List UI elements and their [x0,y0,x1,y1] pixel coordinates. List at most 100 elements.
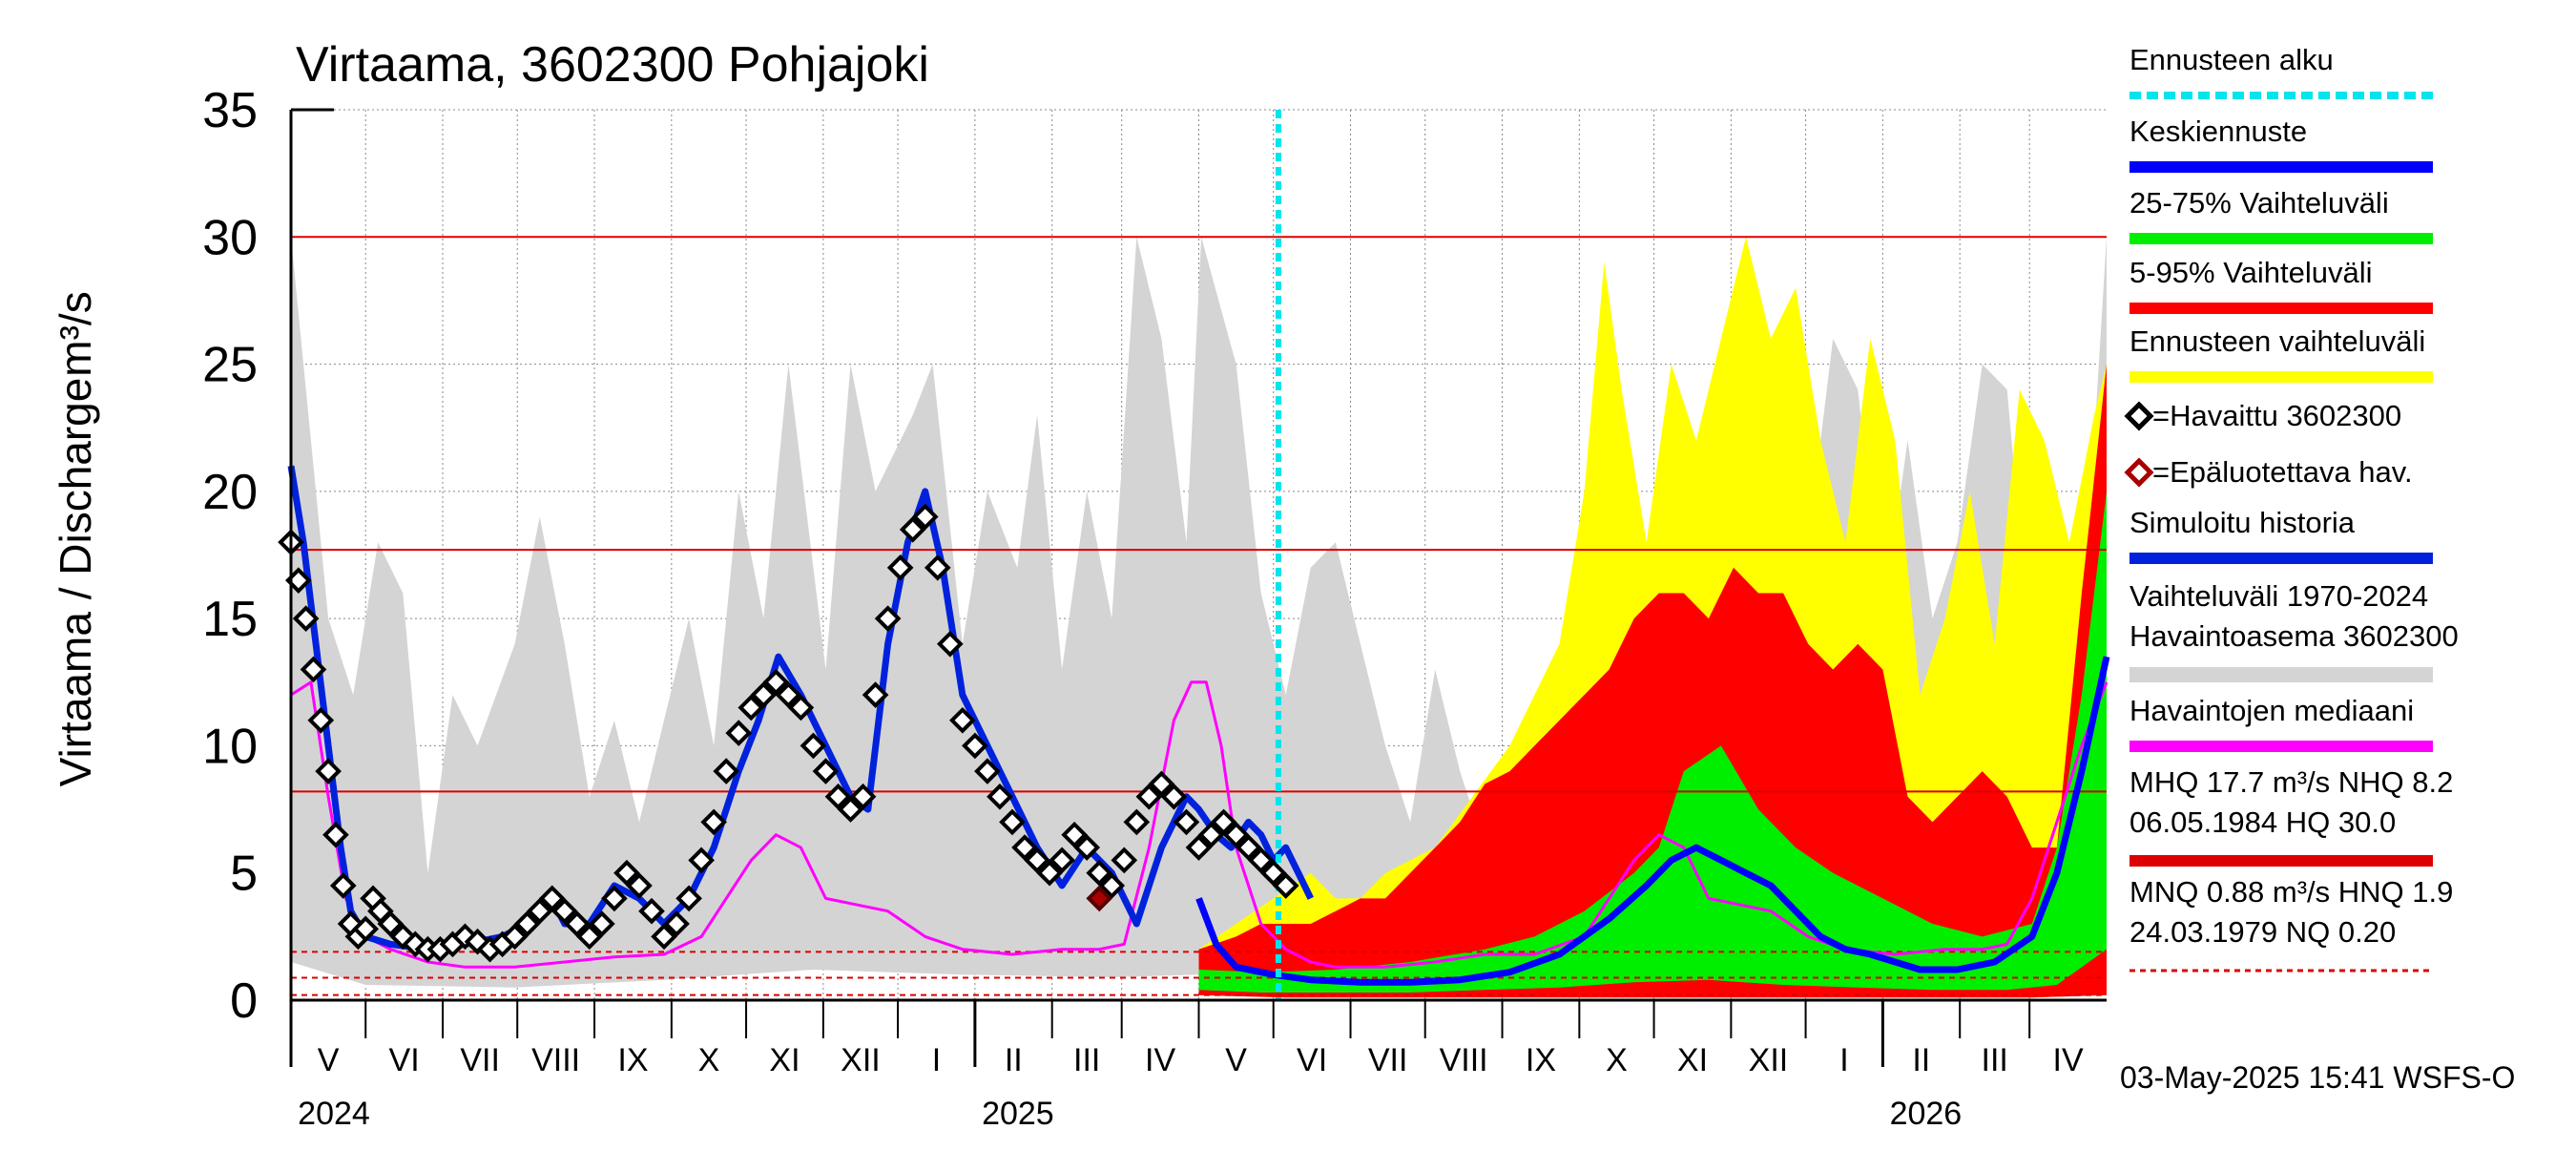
legend-label: Havaintojen mediaani [2129,694,2414,727]
month-label: I [1839,1042,1848,1078]
y-tick-label: 10 [202,719,258,774]
legend-label: =Havaittu 3602300 [2152,399,2401,432]
observation-marker [1061,821,1088,848]
observation-marker [377,910,405,937]
month-label: XI [769,1042,800,1078]
observation-marker [1086,859,1113,887]
legend-label: Vaihteluväli 1970-2024 [2129,579,2428,613]
legend-label: Ennusteen alku [2129,43,2334,76]
observation-marker [526,897,553,925]
y-tick-label: 5 [230,847,258,902]
observation-marker [962,732,988,760]
observation-marker [849,783,877,810]
observation-marker [551,897,578,925]
observation-marker [999,808,1026,836]
observation-marker [924,554,951,581]
observation-marker [787,694,815,721]
observation-marker [899,516,926,543]
y-tick-label: 20 [202,465,258,520]
observation-marker [1011,834,1038,861]
month-label: VIII [531,1042,580,1078]
month-label: XI [1677,1042,1708,1078]
observation-marker [1222,821,1250,848]
legend-diamond-icon [2124,457,2154,488]
observation-marker [322,821,349,848]
month-label: VI [1297,1042,1327,1078]
observation-marker [1259,859,1287,887]
unreliable-observation-marker [1086,885,1113,912]
month-label: XII [841,1042,881,1078]
legend-label: =Epäluotettava hav. [2152,455,2413,489]
observation-marker [300,656,327,683]
observation-marker [1272,872,1299,899]
y-tick-label: 15 [202,592,258,647]
p5-95-band [1198,364,2107,998]
month-label: IX [1526,1042,1556,1078]
observation-marker [824,783,852,810]
legend-label: Simuloitu historia [2129,506,2356,539]
legend-label: Ennusteen vaihteluväli [2129,324,2425,358]
observation-marker [589,910,615,937]
observation-marker [874,605,902,632]
month-label: II [1912,1042,1930,1078]
month-label: I [932,1042,941,1078]
month-label: XII [1749,1042,1789,1078]
observation-marker [513,910,541,937]
observation-marker [700,808,727,836]
observation-marker [1073,834,1101,861]
legend-label-line2: Havaintoasema 3602300 [2129,619,2459,653]
observation-marker [936,630,964,658]
y-tick-label: 30 [202,210,258,265]
year-label: 2026 [1890,1096,1963,1132]
median-line [290,680,2109,969]
observation-marker [601,885,628,912]
observation-marker [737,694,765,721]
observation-marker [329,872,357,899]
month-label: X [698,1042,720,1078]
month-label: VII [460,1042,500,1078]
month-label: II [1005,1042,1023,1078]
observation-marker [1148,770,1175,798]
observation-marker [949,706,976,734]
observation-marker [987,783,1013,810]
legend-label: 25-75% Vaihteluväli [2129,186,2389,220]
observation-marker [1049,847,1075,874]
year-label: 2024 [298,1096,370,1132]
observation-marker [638,897,665,925]
observation-marker [352,915,380,943]
observation-marker [762,668,790,696]
month-label: V [318,1042,340,1078]
observation-marker [626,872,653,899]
month-label: VIII [1440,1042,1488,1078]
legend-diamond-icon [2124,401,2154,431]
observation-marker [315,758,342,784]
legend-label-line2: 24.03.1979 NQ 0.20 [2129,915,2396,949]
observation-marker [1024,847,1050,874]
observation-marker [1036,859,1063,887]
footer-timestamp: 03-May-2025 15:41 WSFS-O [2120,1060,2515,1095]
month-label: X [1606,1042,1628,1078]
p25-75-band [1198,491,2107,993]
year-label: 2025 [982,1096,1054,1132]
observation-marker [575,923,603,951]
observation-marker [501,923,529,951]
observation-marker [837,796,864,823]
legend-label: Keskiennuste [2129,115,2307,148]
observation-marker [1185,834,1213,861]
month-label: III [1982,1042,2008,1078]
observation-marker [538,885,566,912]
observation-marker [464,928,491,955]
observation-marker [675,885,702,912]
observation-marker [812,758,840,784]
observation-marker [1160,783,1188,810]
legend-label-line2: 06.05.1984 HQ 30.0 [2129,805,2396,839]
mean-forecast-line [1195,656,2110,986]
y-tick-label: 0 [230,973,258,1029]
observation-marker [725,720,753,746]
observation-marker [800,732,827,760]
observation-marker [886,554,914,581]
observation-marker [1210,808,1237,836]
month-label: IX [617,1042,648,1078]
